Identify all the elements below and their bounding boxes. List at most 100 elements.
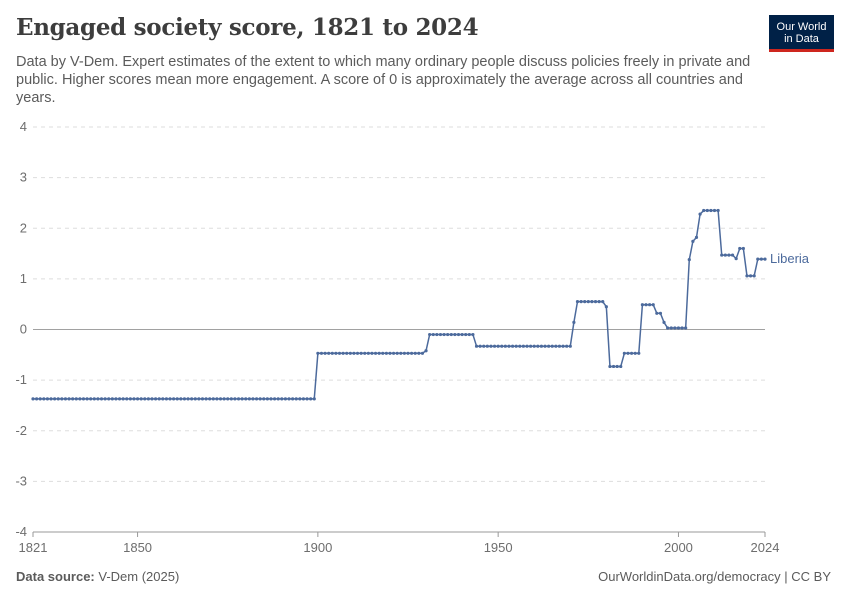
- data-point: [359, 351, 363, 355]
- data-point: [175, 397, 179, 401]
- data-point: [428, 332, 432, 337]
- data-point: [712, 208, 717, 213]
- data-point: [352, 351, 356, 355]
- owid-logo[interactable]: Our World in Data: [769, 15, 834, 52]
- data-point: [168, 397, 172, 401]
- data-point: [644, 303, 648, 307]
- y-tick-label: -3: [15, 473, 27, 488]
- data-point: [460, 332, 464, 337]
- data-point: [467, 332, 471, 337]
- data-point: [71, 397, 75, 401]
- data-point: [366, 351, 370, 355]
- data-point: [103, 397, 107, 401]
- data-point: [327, 351, 331, 355]
- data-point: [608, 364, 612, 369]
- data-point: [125, 397, 129, 401]
- data-point: [226, 397, 230, 401]
- data-point: [247, 397, 251, 401]
- data-point: [107, 397, 111, 401]
- data-point: [164, 397, 169, 401]
- data-point: [179, 397, 183, 401]
- data-point: [633, 351, 637, 355]
- data-point: [85, 397, 89, 401]
- data-point: [601, 300, 605, 304]
- data-point: [56, 397, 60, 401]
- data-point: [74, 397, 78, 401]
- data-point: [572, 320, 576, 325]
- data-point: [507, 344, 511, 348]
- data-point: [211, 397, 215, 401]
- data-point: [215, 397, 219, 401]
- data-point: [294, 397, 298, 401]
- data-point: [31, 397, 35, 401]
- data-point: [273, 397, 277, 401]
- x-tick-label: 2024: [751, 540, 780, 555]
- chart-subtitle: Data by V-Dem. Expert estimates of the e…: [16, 54, 751, 106]
- data-point: [449, 332, 453, 337]
- data-point: [280, 397, 284, 401]
- data-point: [38, 397, 42, 401]
- data-point: [345, 351, 349, 355]
- data-point: [648, 303, 652, 307]
- data-point: [438, 332, 443, 337]
- data-point: [442, 332, 446, 337]
- data-source: Data source: V-Dem (2025): [16, 569, 179, 584]
- data-point: [597, 300, 601, 304]
- data-point: [370, 351, 374, 355]
- data-point: [222, 397, 226, 401]
- data-point: [453, 332, 457, 337]
- series-line-liberia: [33, 209, 765, 400]
- y-tick-label: -2: [15, 423, 27, 438]
- data-point: [132, 397, 136, 401]
- data-point: [161, 397, 165, 401]
- data-point: [254, 397, 259, 401]
- data-point: [114, 397, 118, 401]
- data-point: [640, 303, 645, 307]
- data-point: [446, 332, 450, 337]
- data-point: [377, 351, 381, 355]
- data-point: [730, 253, 735, 257]
- data-point: [348, 351, 352, 355]
- data-point: [399, 351, 403, 355]
- data-point: [388, 351, 392, 355]
- data-point: [684, 326, 688, 330]
- data-point: [464, 332, 468, 337]
- data-point: [341, 351, 345, 355]
- data-point: [298, 397, 302, 401]
- data-point: [471, 332, 475, 337]
- data-point: [193, 397, 197, 401]
- data-point: [496, 344, 500, 348]
- footer-link[interactable]: OurWorldinData.org/democracy | CC BY: [598, 569, 831, 584]
- data-point: [291, 397, 295, 401]
- data-point: [200, 397, 205, 401]
- data-point: [489, 344, 493, 348]
- data-point: [503, 344, 507, 348]
- data-point: [269, 397, 273, 401]
- data-point: [611, 364, 616, 369]
- data-point: [518, 344, 522, 348]
- data-point: [172, 397, 176, 401]
- data-point: [539, 344, 544, 348]
- data-point: [316, 351, 320, 355]
- data-point: [323, 351, 327, 355]
- data-point: [330, 351, 334, 355]
- data-point: [568, 344, 572, 348]
- data-point: [554, 344, 558, 348]
- data-source-value[interactable]: V-Dem (2025): [98, 569, 180, 584]
- data-point: [514, 344, 518, 348]
- data-point: [521, 344, 526, 348]
- data-point: [251, 397, 255, 401]
- data-point: [691, 239, 695, 244]
- data-point: [381, 351, 385, 355]
- data-point: [265, 397, 269, 401]
- y-tick-label: -4: [15, 524, 27, 539]
- data-point: [456, 332, 461, 337]
- data-point: [154, 397, 158, 401]
- data-point: [622, 351, 626, 355]
- data-point: [67, 397, 71, 401]
- data-point: [208, 397, 212, 401]
- data-point: [655, 311, 659, 315]
- data-point: [117, 397, 122, 401]
- data-point: [301, 397, 306, 401]
- data-point: [128, 397, 132, 401]
